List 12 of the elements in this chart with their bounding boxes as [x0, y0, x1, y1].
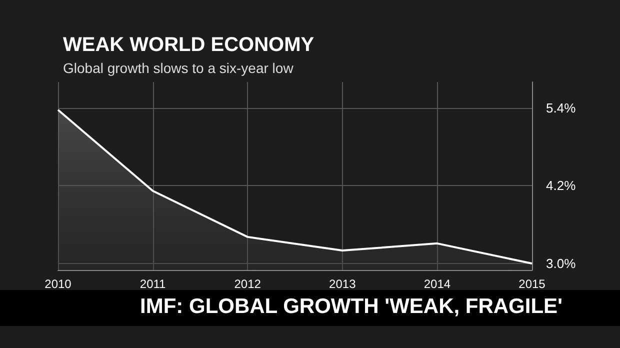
- y-tick-label: 5.4%: [546, 100, 576, 116]
- x-tick-label: 2014: [424, 277, 451, 291]
- y-tick-label: 3.0%: [546, 256, 576, 272]
- x-tick-label: 2010: [44, 277, 72, 291]
- x-tick-label: 2013: [329, 277, 356, 291]
- text: IMF: GLOBAL GROWTH 'WEAK, FRAGILE': [140, 295, 563, 318]
- x-tick-label: 2011: [140, 277, 166, 291]
- chart-subtitle: Global growth slows to a six-year low: [63, 60, 294, 76]
- y-tick-label: 4.2%: [546, 178, 576, 194]
- chart-title: WEAK WORLD ECONOMY: [63, 34, 315, 56]
- x-tick-label: 2012: [234, 277, 262, 291]
- x-tick-label: 2015: [518, 277, 546, 291]
